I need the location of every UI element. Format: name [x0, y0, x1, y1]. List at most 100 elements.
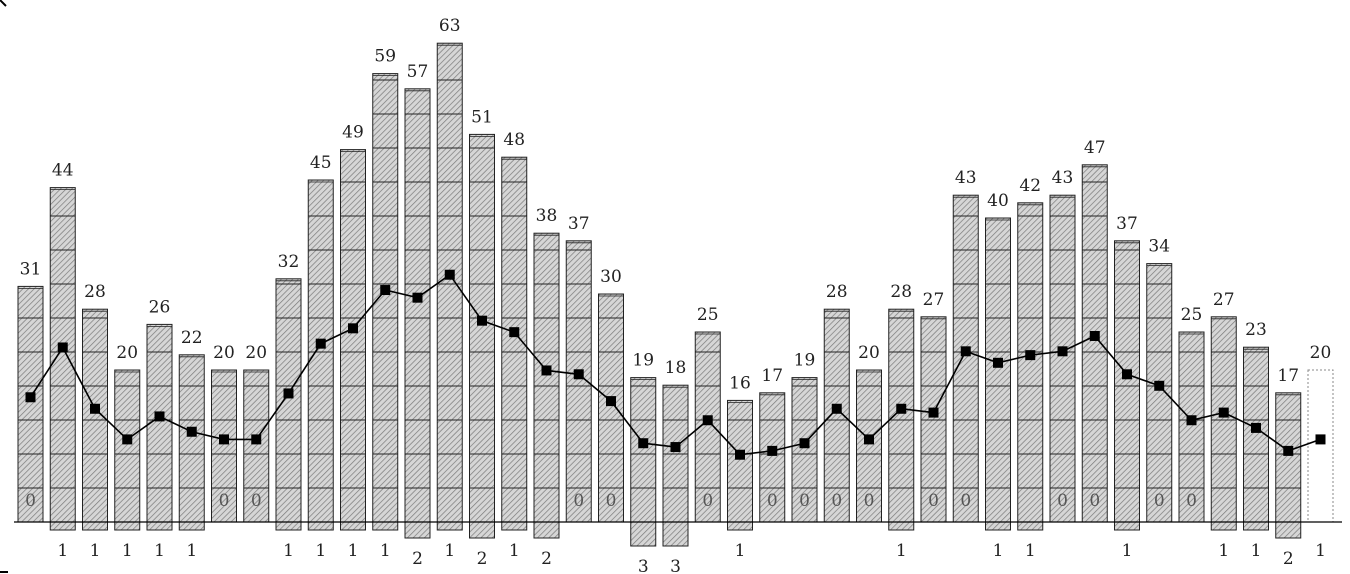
bar-top [82, 308, 108, 523]
line-marker [1089, 330, 1100, 341]
bar-value-label: 17 [1277, 366, 1299, 386]
line-marker [1122, 369, 1132, 380]
bar-top [275, 278, 302, 523]
bar-bottom [1210, 521, 1237, 531]
bar-value-label: 38 [536, 206, 558, 226]
bar-value-label: 28 [84, 282, 106, 302]
bar-value-label: 28 [890, 282, 912, 302]
inner-zero-label: 0 [864, 491, 875, 511]
inner-zero-label: 0 [960, 491, 971, 511]
bar-value-label: 19 [794, 351, 816, 371]
bar-top [1049, 194, 1076, 523]
line-marker [509, 327, 520, 338]
inner-zero-label: 0 [251, 491, 262, 511]
line-marker [380, 285, 391, 296]
bottom-value-label: 3 [670, 557, 681, 574]
bar-bottom [630, 521, 657, 547]
line-marker [670, 442, 681, 453]
inner-zero-label: 0 [1057, 491, 1068, 511]
line-marker [864, 434, 874, 445]
inner-zero-label: 0 [606, 491, 617, 511]
bar-bottom [49, 521, 76, 531]
bar-top [469, 133, 495, 523]
bar-value-label: 31 [20, 259, 42, 279]
line-marker [283, 388, 294, 399]
bar-value-label: 16 [729, 373, 751, 393]
bars-bottom-group [49, 521, 1302, 547]
bar-top [436, 42, 463, 523]
line-marker [735, 449, 745, 460]
bar-bottom [1243, 521, 1269, 531]
bottom-value-label: 1 [896, 541, 907, 561]
inner-zero-label: 0 [831, 491, 842, 511]
line-marker [1218, 407, 1229, 418]
bottom-value-label: 1 [186, 541, 197, 561]
bar-value-label: 19 [632, 351, 654, 371]
bar-value-label: 51 [471, 107, 493, 127]
line-marker [219, 434, 229, 445]
bar-bottom [404, 521, 431, 539]
bar-value-label: 44 [52, 161, 74, 181]
bar-top [1307, 369, 1334, 523]
bottom-value-label: 1 [444, 541, 455, 561]
bottom-value-label: 1 [315, 541, 326, 561]
bottom-value-label: 1 [1251, 541, 1262, 561]
line-marker [251, 434, 262, 445]
bar-top [598, 293, 624, 523]
inner-zero-label: 0 [219, 491, 230, 511]
bar-top [888, 308, 915, 523]
bar-top [985, 217, 1011, 523]
line-marker [315, 338, 326, 349]
bar-value-label: 37 [568, 214, 590, 234]
bar-top [178, 354, 205, 523]
bar-value-label: 40 [987, 191, 1009, 211]
bottom-value-label: 2 [541, 549, 552, 569]
bar-value-label: 25 [697, 305, 719, 325]
bar-value-label: 49 [342, 123, 364, 143]
bar-value-label: 59 [374, 47, 396, 67]
bar-bottom [146, 521, 173, 531]
bar-top [952, 194, 979, 523]
inner-zero-label: 0 [702, 491, 713, 511]
bottom-value-label: 1 [735, 541, 746, 561]
inner-zero-label: 0 [573, 491, 584, 511]
bottom-value-label: 1 [1315, 541, 1326, 561]
inner-zero-label: 0 [1186, 491, 1197, 511]
line-marker [1283, 445, 1294, 456]
bottom-value-label: 2 [477, 549, 488, 569]
bottom-value-label: 1 [283, 541, 294, 561]
bottom-value-label: 1 [90, 541, 101, 561]
bar-bottom [1275, 521, 1302, 539]
line-marker [444, 269, 455, 280]
line-marker [831, 403, 842, 414]
bar-top [1178, 331, 1205, 523]
bar-top [372, 73, 399, 523]
bar-bottom [1017, 521, 1044, 531]
bar-value-label: 48 [503, 130, 525, 150]
line-marker [1251, 422, 1261, 433]
bar-value-label: 63 [439, 16, 461, 36]
line-marker [1186, 415, 1197, 426]
bar-bottom [275, 521, 302, 531]
inner-zero-labels-group: 0 0 0 0 0 0 0 0 0 0 0 0 0 0 0 0 [25, 491, 1197, 511]
line-marker [960, 346, 971, 357]
bar-bottom [888, 521, 915, 531]
bar-bottom [533, 521, 560, 539]
bottom-value-label: 1 [993, 541, 1004, 561]
bottom-value-label: 1 [122, 541, 133, 561]
line-marker [90, 403, 100, 414]
bar-value-label: 47 [1084, 138, 1106, 158]
corner-tick-top [0, 0, 7, 7]
line-marker [1154, 380, 1165, 391]
bar-value-label: 43 [1052, 168, 1074, 188]
bar-value-label: 20 [213, 343, 235, 363]
bar-bottom [178, 521, 205, 531]
bottom-value-label: 2 [412, 549, 423, 569]
bar-top [791, 377, 818, 523]
bar-value-label: 28 [826, 282, 848, 302]
bar-value-label: 23 [1245, 320, 1267, 340]
line-marker [799, 438, 810, 449]
bar-value-label: 25 [1181, 305, 1203, 325]
bar-value-label: 37 [1116, 214, 1138, 234]
bottom-value-label: 1 [57, 541, 68, 561]
